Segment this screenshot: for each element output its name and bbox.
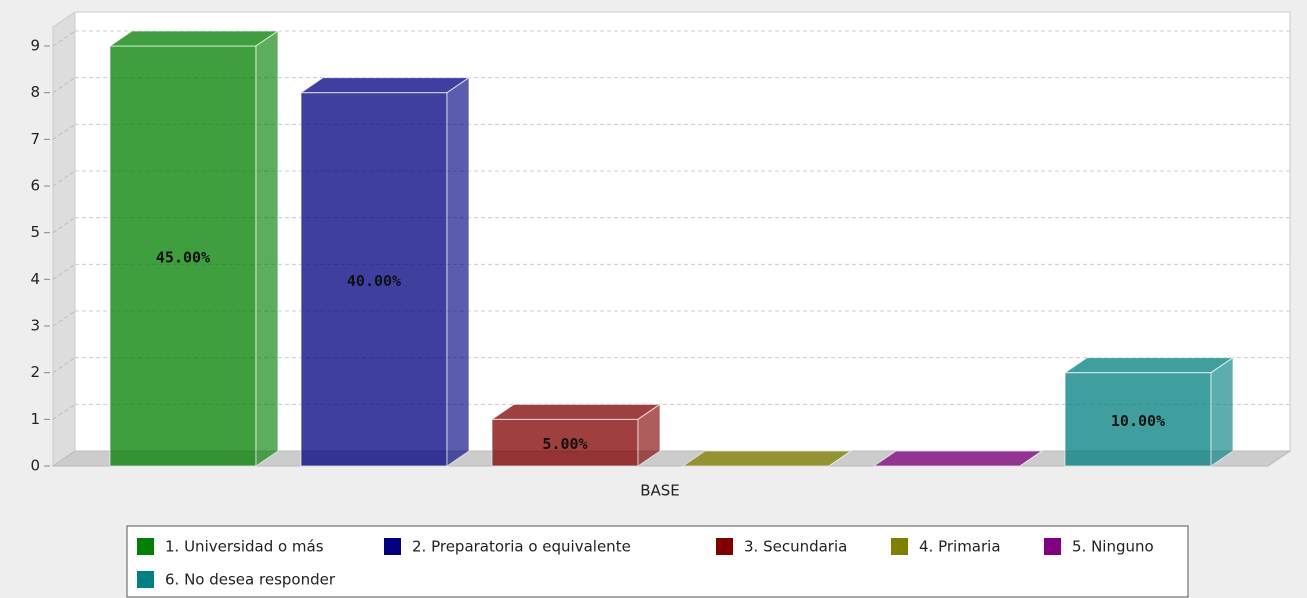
bar-side xyxy=(255,30,279,467)
bar xyxy=(490,403,662,467)
legend-label: 2. Preparatoria o equivalente xyxy=(412,538,631,556)
legend-label: 3. Secundaria xyxy=(744,538,847,556)
y-tick-label: 1 xyxy=(30,410,40,428)
grid-line xyxy=(52,263,76,280)
bar-top xyxy=(490,403,662,420)
bar-top xyxy=(681,450,853,467)
bar xyxy=(1063,356,1235,467)
bar-front xyxy=(1064,372,1212,467)
grid-line xyxy=(52,357,76,374)
bar xyxy=(108,30,280,467)
legend xyxy=(126,525,1189,598)
y-tick-label: 5 xyxy=(30,223,40,241)
legend-swatch xyxy=(716,538,733,555)
grid-line xyxy=(52,170,76,187)
y-tick-label: 7 xyxy=(30,130,40,148)
legend-swatch xyxy=(137,538,154,555)
bar-side xyxy=(828,450,852,467)
grid-line xyxy=(52,310,76,327)
bar-side xyxy=(637,403,661,467)
legend-swatch xyxy=(1044,538,1061,555)
x-tick-label: BASE xyxy=(640,482,680,500)
bar-top xyxy=(872,450,1044,467)
data-label: 45.00% xyxy=(156,249,210,267)
bar xyxy=(299,76,471,467)
data-label: 40.00% xyxy=(347,272,401,290)
grid-line xyxy=(52,217,76,234)
legend-label: 4. Primaria xyxy=(919,538,1001,556)
bar xyxy=(872,450,1044,467)
legend-label: 6. No desea responder xyxy=(165,571,336,589)
bar-side xyxy=(1019,450,1043,467)
grid-line xyxy=(52,77,76,94)
legend-swatch xyxy=(891,538,908,555)
bar-top xyxy=(1063,357,1235,374)
y-tick-label: 8 xyxy=(30,83,40,101)
bar-front xyxy=(109,45,257,467)
legend-label: 1. Universidad o más xyxy=(165,538,324,556)
bar-side xyxy=(1210,356,1234,467)
grid-line xyxy=(52,30,76,47)
bar-front xyxy=(300,92,448,467)
y-tick-label: 6 xyxy=(30,177,40,195)
bar xyxy=(681,450,853,467)
legend-label: 5. Ninguno xyxy=(1072,538,1154,556)
legend-swatch xyxy=(137,571,154,588)
y-tick-label: 0 xyxy=(30,457,40,475)
bar-side xyxy=(446,76,470,467)
y-tick-label: 2 xyxy=(30,363,40,381)
bar-top xyxy=(299,77,471,94)
legend-swatch xyxy=(384,538,401,555)
bar-top xyxy=(108,30,280,47)
y-tick-label: 9 xyxy=(30,37,40,55)
grid-line xyxy=(52,403,76,420)
grid-line xyxy=(52,123,76,140)
data-label: 5.00% xyxy=(542,435,587,453)
y-tick-label: 4 xyxy=(30,270,40,288)
data-label: 10.00% xyxy=(1111,412,1165,430)
bar-front xyxy=(491,418,639,467)
y-tick-label: 3 xyxy=(30,317,40,335)
